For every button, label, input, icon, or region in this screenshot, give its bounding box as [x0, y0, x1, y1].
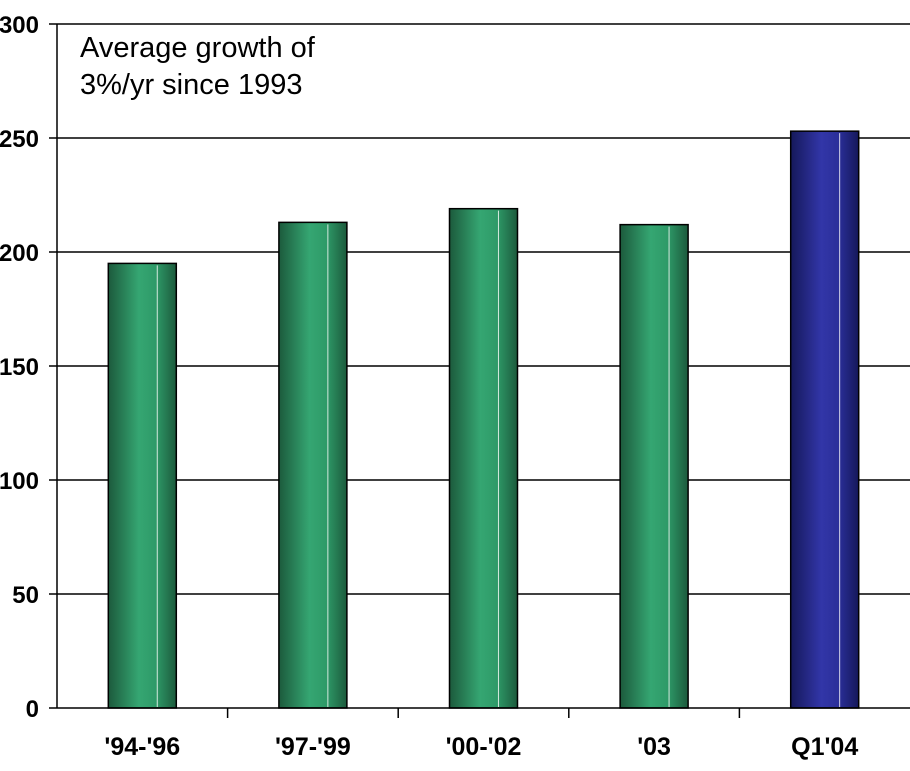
x-tick-labels: '94-'96 '97-'99 '00-'02 '03 Q1'04: [104, 733, 858, 761]
y-tick-labels: 0 50 100 150 200 250 300: [0, 12, 39, 723]
x-tick-label-1: '97-'99: [275, 733, 351, 761]
annotation-line-1: Average growth of: [80, 32, 315, 64]
x-tick-label-2: '00-'02: [446, 733, 522, 761]
x-tick-label-4: Q1'04: [791, 733, 858, 761]
y-tick-label-100: 100: [0, 468, 39, 495]
bar-2: [448, 207, 519, 709]
annotation-line-2: 3%/yr since 1993: [80, 69, 303, 101]
y-tick-label-300: 300: [0, 12, 39, 39]
x-tick-label-0: '94-'96: [104, 733, 180, 761]
y-tick-label-0: 0: [26, 696, 39, 723]
y-tick-label-250: 250: [0, 126, 39, 153]
x-tick-label-3: '03: [637, 733, 671, 761]
bars: [107, 130, 860, 709]
chart-annotation: Average growth of 3%/yr since 1993: [80, 30, 315, 104]
bar-3: [619, 223, 689, 709]
y-tick-label-50: 50: [12, 582, 39, 609]
bar-0: [107, 262, 178, 709]
y-tick-label-150: 150: [0, 354, 39, 381]
axes: [49, 23, 910, 718]
bar-4: [789, 130, 860, 709]
y-tick-label-200: 200: [0, 240, 39, 267]
bar-1: [278, 221, 348, 709]
